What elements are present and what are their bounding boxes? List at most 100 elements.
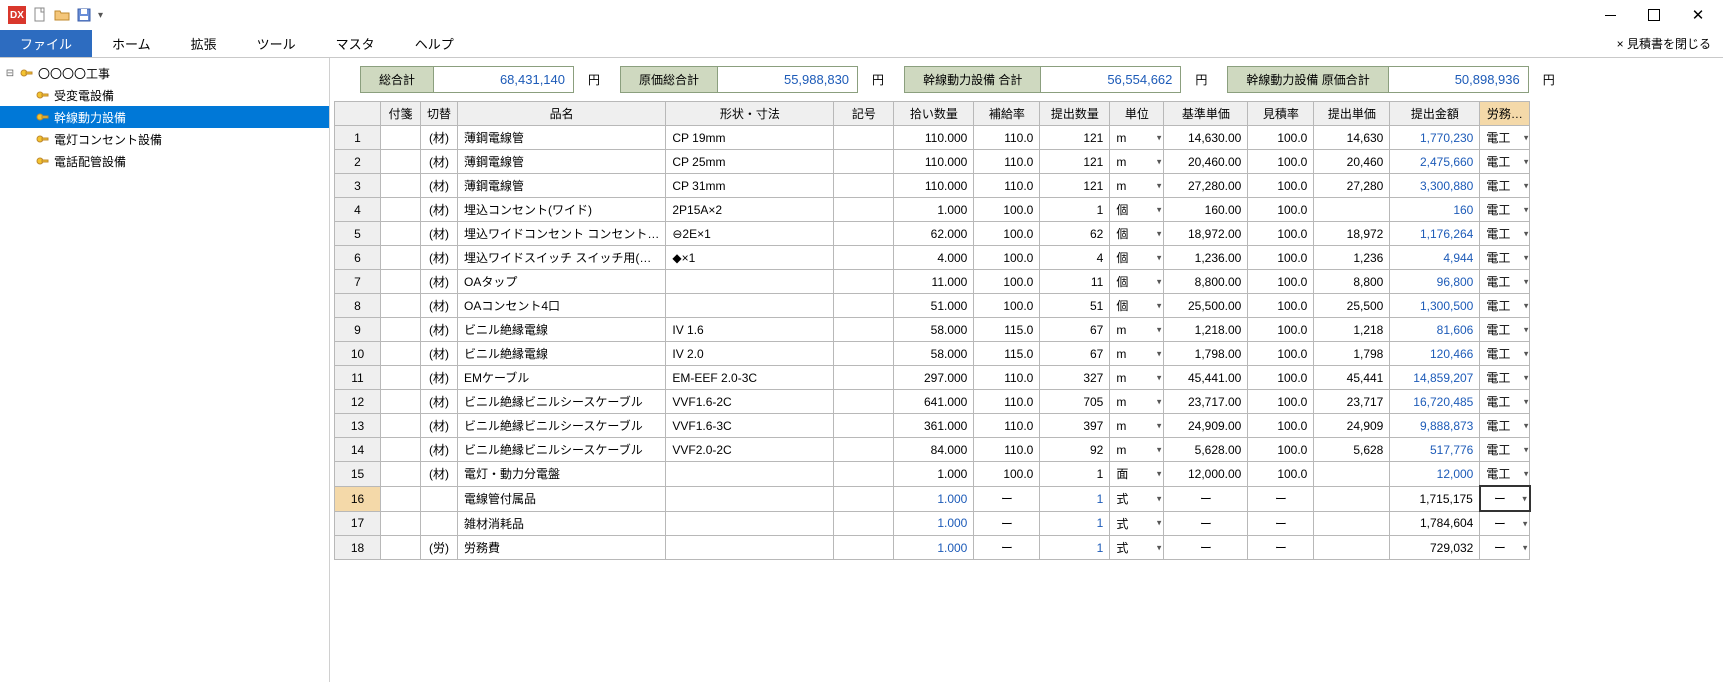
- cell[interactable]: [381, 511, 421, 536]
- table-row[interactable]: 9(材)ビニル絶縁電線IV 1.658.000115.067m▾1,218.00…: [335, 318, 1530, 342]
- header-subprice[interactable]: 提出単価: [1314, 102, 1390, 126]
- header-qty[interactable]: 拾い数量: [894, 102, 974, 126]
- cell[interactable]: (材): [421, 150, 458, 174]
- dropdown-icon[interactable]: ▾: [1157, 420, 1162, 431]
- dropdown-icon[interactable]: ▾: [1157, 518, 1162, 529]
- cell[interactable]: 5: [335, 222, 381, 246]
- cell[interactable]: [381, 486, 421, 511]
- cell[interactable]: 100.0: [1248, 126, 1314, 150]
- tree-item-1[interactable]: 幹線動力設備: [0, 106, 329, 128]
- cell[interactable]: 12,000.00: [1164, 462, 1248, 487]
- cell[interactable]: 110.0: [974, 438, 1040, 462]
- cell[interactable]: 12,000: [1390, 462, 1480, 487]
- dropdown-icon[interactable]: ▾: [1524, 132, 1529, 143]
- cell[interactable]: 13: [335, 414, 381, 438]
- cell[interactable]: 729,032: [1390, 536, 1480, 560]
- cell[interactable]: 電工▾: [1480, 174, 1530, 198]
- cell[interactable]: 100.0: [1248, 150, 1314, 174]
- cell[interactable]: 埋込コンセント(ワイド): [458, 198, 666, 222]
- table-row[interactable]: 1(材)薄鋼電線管CP 19mm110.000110.0121m▾14,630.…: [335, 126, 1530, 150]
- cell[interactable]: [381, 222, 421, 246]
- cell[interactable]: 121: [1040, 174, 1110, 198]
- cell[interactable]: 100.0: [1248, 270, 1314, 294]
- cell[interactable]: 81,606: [1390, 318, 1480, 342]
- dropdown-icon[interactable]: ▾: [1524, 420, 1529, 431]
- cell[interactable]: 6: [335, 246, 381, 270]
- table-row[interactable]: 6(材)埋込ワイドスイッチ スイッチ用(…◆×14.000100.04個▾1,2…: [335, 246, 1530, 270]
- cell[interactable]: 1.000: [894, 198, 974, 222]
- cell[interactable]: ー▾: [1480, 486, 1530, 511]
- header-estrate[interactable]: 見積率: [1248, 102, 1314, 126]
- cell[interactable]: m▾: [1110, 390, 1164, 414]
- cell[interactable]: 110.0: [974, 126, 1040, 150]
- cell[interactable]: 1.000: [894, 486, 974, 511]
- cell[interactable]: 4: [1040, 246, 1110, 270]
- cell[interactable]: 4.000: [894, 246, 974, 270]
- cell[interactable]: [381, 174, 421, 198]
- cell[interactable]: [834, 342, 894, 366]
- cell[interactable]: 27,280.00: [1164, 174, 1248, 198]
- cell[interactable]: 面▾: [1110, 462, 1164, 487]
- cell[interactable]: [1314, 462, 1390, 487]
- cell[interactable]: 67: [1040, 318, 1110, 342]
- cell[interactable]: [421, 511, 458, 536]
- cell[interactable]: 電工▾: [1480, 270, 1530, 294]
- close-estimate-button[interactable]: × 見積書を閉じる: [1617, 30, 1723, 57]
- dropdown-icon[interactable]: ▾: [1157, 372, 1162, 383]
- dropdown-icon[interactable]: ▾: [1523, 542, 1528, 553]
- dropdown-icon[interactable]: ▾: [1524, 396, 1529, 407]
- cell[interactable]: 67: [1040, 342, 1110, 366]
- cell[interactable]: 100.0: [1248, 198, 1314, 222]
- cell[interactable]: 8,800: [1314, 270, 1390, 294]
- cell[interactable]: 20,460.00: [1164, 150, 1248, 174]
- table-row[interactable]: 16電線管付属品1.000ー1式▾ーー1,715,175ー▾: [335, 486, 1530, 511]
- cell[interactable]: [666, 294, 834, 318]
- cell[interactable]: 100.0: [1248, 174, 1314, 198]
- cell[interactable]: (材): [421, 318, 458, 342]
- cell[interactable]: 100.0: [1248, 222, 1314, 246]
- cell[interactable]: 110.000: [894, 174, 974, 198]
- cell[interactable]: 27,280: [1314, 174, 1390, 198]
- cell[interactable]: 16,720,485: [1390, 390, 1480, 414]
- cell[interactable]: [834, 270, 894, 294]
- dropdown-icon[interactable]: ▾: [1157, 156, 1162, 167]
- cell[interactable]: 14: [335, 438, 381, 462]
- cell[interactable]: ビニル絶縁ビニルシースケーブル: [458, 438, 666, 462]
- dropdown-icon[interactable]: ▾: [1524, 252, 1529, 263]
- cell[interactable]: 110.000: [894, 126, 974, 150]
- cell[interactable]: 23,717.00: [1164, 390, 1248, 414]
- cell[interactable]: 1,798: [1314, 342, 1390, 366]
- cell[interactable]: [381, 270, 421, 294]
- cell[interactable]: 薄鋼電線管: [458, 174, 666, 198]
- dropdown-icon[interactable]: ▾: [1157, 180, 1162, 191]
- cell[interactable]: 110.000: [894, 150, 974, 174]
- table-row[interactable]: 13(材)ビニル絶縁ビニルシースケーブルVVF1.6-3C361.000110.…: [335, 414, 1530, 438]
- cell[interactable]: 電工▾: [1480, 414, 1530, 438]
- cell[interactable]: 2: [335, 150, 381, 174]
- header-fusen[interactable]: 付箋: [381, 102, 421, 126]
- cell[interactable]: [381, 126, 421, 150]
- cell[interactable]: m▾: [1110, 342, 1164, 366]
- dropdown-icon[interactable]: ▾: [1522, 493, 1527, 504]
- cell[interactable]: 62: [1040, 222, 1110, 246]
- cell[interactable]: 5,628.00: [1164, 438, 1248, 462]
- tree-item-2[interactable]: 電灯コンセント設備: [0, 128, 329, 150]
- header-unit[interactable]: 単位: [1110, 102, 1164, 126]
- dropdown-icon[interactable]: ▾: [1523, 518, 1528, 529]
- cell[interactable]: 電工▾: [1480, 198, 1530, 222]
- cell[interactable]: 17: [335, 511, 381, 536]
- dropdown-icon[interactable]: ▾: [1157, 252, 1162, 263]
- cell[interactable]: CP 25mm: [666, 150, 834, 174]
- cell[interactable]: 110.0: [974, 366, 1040, 390]
- dropdown-icon[interactable]: ▾: [1157, 542, 1162, 553]
- dropdown-icon[interactable]: ▾: [1524, 228, 1529, 239]
- table-row[interactable]: 14(材)ビニル絶縁ビニルシースケーブルVVF2.0-2C84.000110.0…: [335, 438, 1530, 462]
- cell[interactable]: 24,909: [1314, 414, 1390, 438]
- cell[interactable]: 電工▾: [1480, 342, 1530, 366]
- cell[interactable]: m▾: [1110, 126, 1164, 150]
- dropdown-icon[interactable]: ▾: [1524, 204, 1529, 215]
- cell[interactable]: 100.0: [1248, 342, 1314, 366]
- cell[interactable]: 5,628: [1314, 438, 1390, 462]
- dropdown-icon[interactable]: ▾: [1157, 132, 1162, 143]
- cell[interactable]: 電工▾: [1480, 366, 1530, 390]
